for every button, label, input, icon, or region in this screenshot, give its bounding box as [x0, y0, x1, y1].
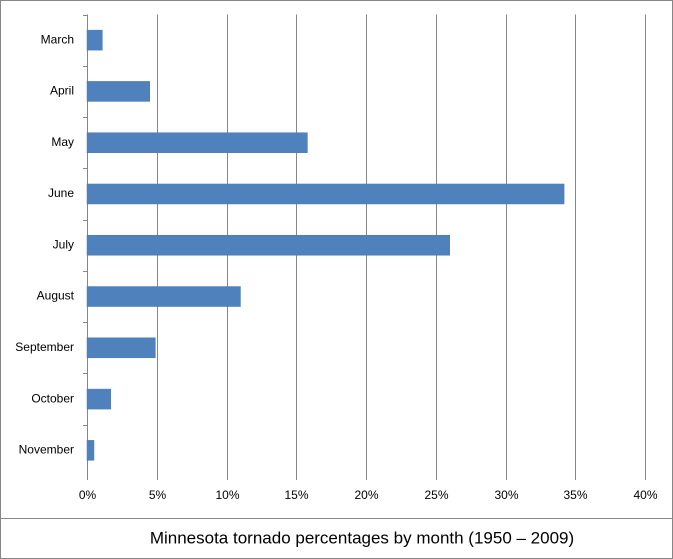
y-tick-label: November	[19, 443, 74, 457]
bar	[86, 81, 151, 102]
bar	[86, 440, 95, 461]
x-tick-label: 10%	[215, 488, 239, 502]
y-tick-label: August	[37, 289, 75, 303]
y-tick-label: April	[50, 84, 74, 98]
bar	[86, 235, 450, 256]
bar	[86, 132, 308, 153]
x-tick-label: 15%	[284, 488, 308, 502]
x-tick-label: 40%	[633, 488, 657, 502]
x-tick-label: 0%	[79, 488, 97, 502]
x-tick-label: 25%	[424, 488, 448, 502]
x-tick-label: 20%	[354, 488, 378, 502]
bar	[86, 286, 241, 307]
bar	[86, 337, 156, 359]
y-tick-label: March	[41, 32, 74, 46]
bar	[86, 183, 565, 205]
bar	[86, 388, 111, 410]
y-tick-label: September	[15, 340, 74, 354]
y-tick-label: July	[53, 237, 74, 251]
x-tick-label: 35%	[563, 488, 587, 502]
bar	[86, 29, 103, 51]
y-tick-label: October	[31, 391, 74, 405]
chart-title: Minnesota tornado percentages by month (…	[150, 528, 574, 547]
y-tick-label: May	[51, 135, 74, 149]
y-tick-label: June	[48, 186, 74, 200]
x-tick-label: 5%	[149, 488, 167, 502]
x-tick-label: 30%	[494, 488, 518, 502]
